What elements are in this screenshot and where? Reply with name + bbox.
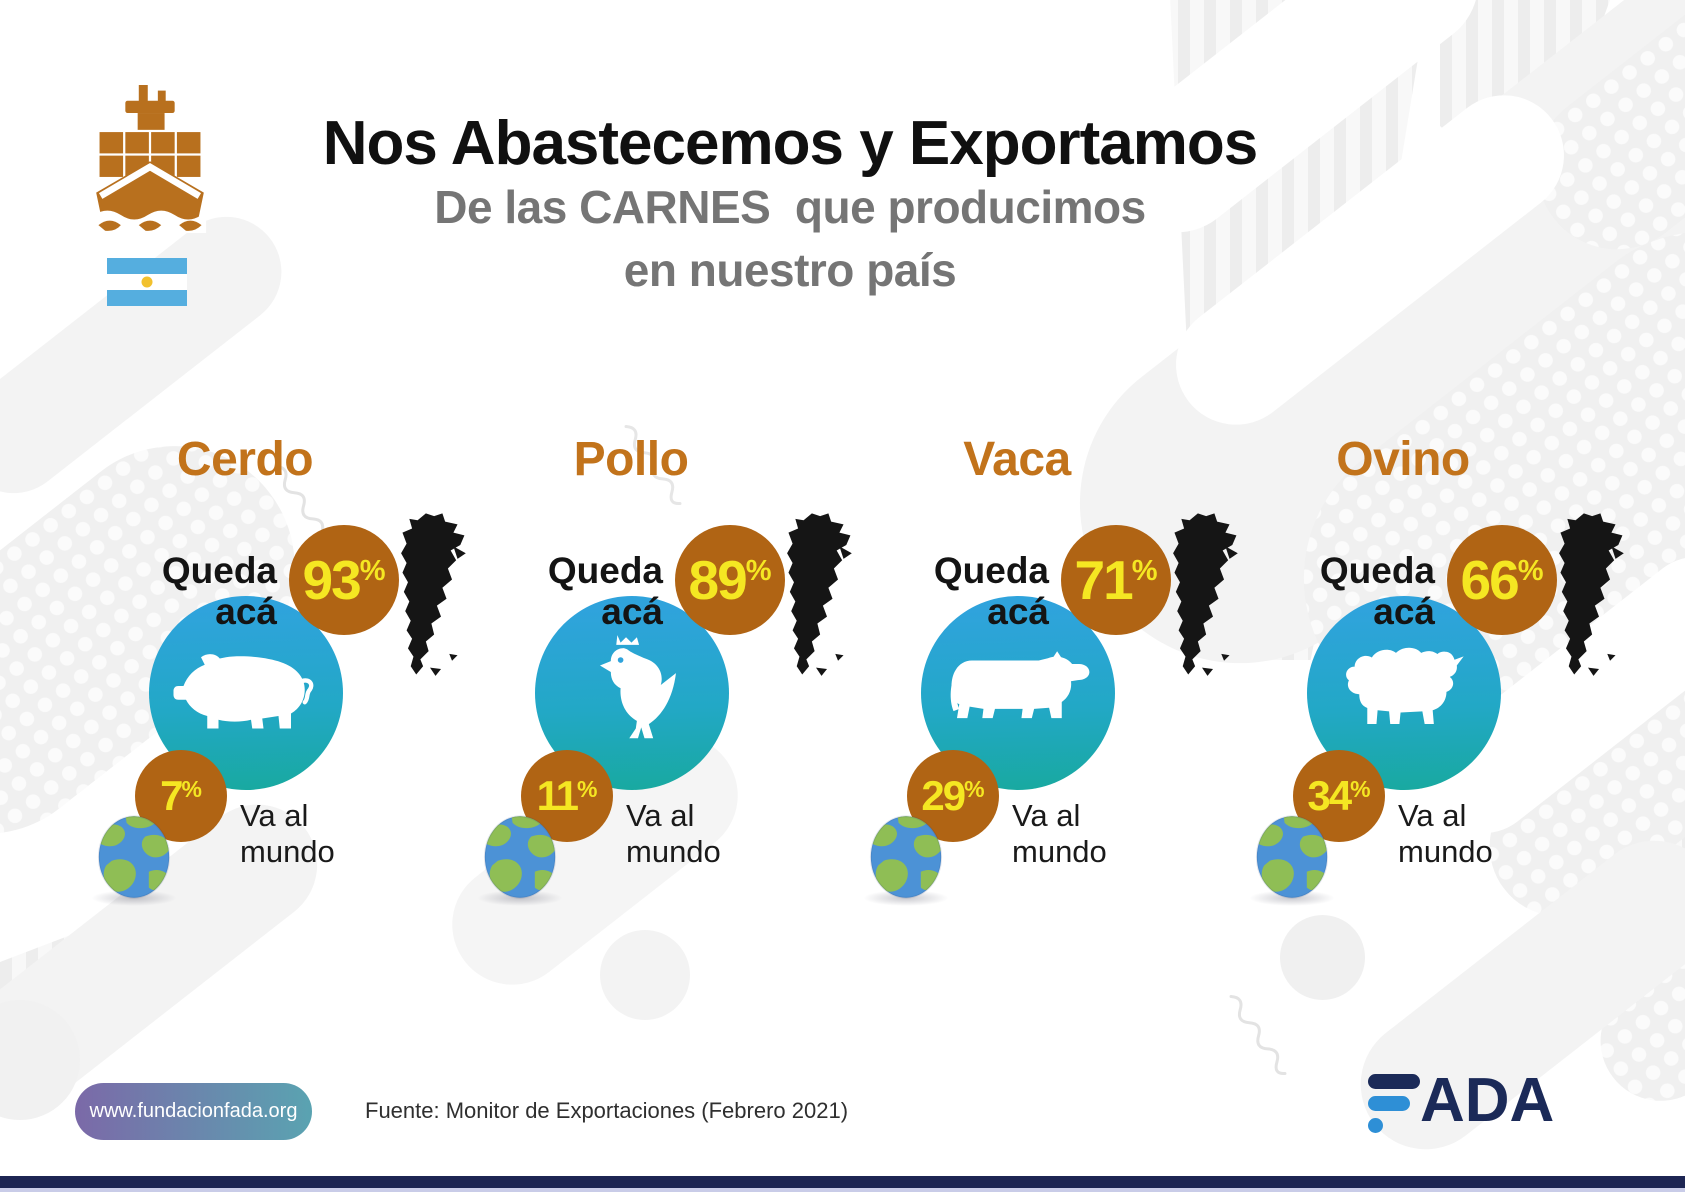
- export-value: 11: [536, 772, 579, 819]
- page-subtitle-line1: De las CARNES que producimos: [434, 181, 1146, 234]
- section-cerdo: Cerdo Queda acá 93% 7%: [55, 390, 466, 930]
- header: Nos Abastecemos y Exportamos De las CARN…: [240, 109, 1340, 301]
- stay-label: Queda acá: [547, 550, 663, 633]
- stay-percentage-badge: 66%: [1447, 525, 1557, 635]
- stay-unit: %: [359, 554, 386, 587]
- section-title: Vaca: [963, 433, 1071, 486]
- background-circle-decoration: [0, 1000, 80, 1120]
- export-label: Va al mundo: [626, 798, 721, 869]
- page-title: Nos Abastecemos y Exportamos: [322, 109, 1258, 178]
- sheep-icon: [1346, 647, 1464, 724]
- export-unit: %: [1350, 775, 1371, 802]
- globe-shadow: [863, 890, 949, 906]
- section-title: Pollo: [573, 433, 689, 486]
- stay-value: 93: [302, 549, 362, 611]
- export-label: Va al mundo: [1398, 798, 1493, 869]
- argentina-map-icon: [787, 513, 852, 676]
- globe-icon: [869, 815, 943, 899]
- background-dots-decoration: [1504, 0, 1685, 282]
- stay-unit: %: [1131, 554, 1158, 587]
- export-label: Va al mundo: [1012, 798, 1107, 869]
- globe-icon: [483, 815, 557, 899]
- background-circle-decoration: [600, 930, 690, 1020]
- globe-icon: [1255, 815, 1329, 899]
- argentina-flag-icon: [107, 258, 187, 306]
- argentina-map-icon: [1559, 513, 1624, 676]
- export-unit: %: [964, 775, 985, 802]
- background-stripes-decoration: [0, 920, 200, 1060]
- export-label: Va al mundo: [240, 798, 335, 869]
- section-title: Ovino: [1336, 433, 1470, 486]
- export-percentage-badge: 29%: [907, 750, 999, 842]
- stay-value: 66: [1460, 549, 1520, 611]
- fada-logo-text: ADA: [1420, 1066, 1555, 1135]
- section-title: Cerdo: [176, 433, 314, 486]
- flag-sun-icon: [141, 276, 153, 288]
- stay-percentage-badge: 71%: [1061, 525, 1171, 635]
- stay-percentage-badge: 89%: [675, 525, 785, 635]
- stay-label: Queda acá: [933, 550, 1049, 633]
- export-value: 29: [921, 772, 966, 819]
- bottom-navy-bar: [0, 1176, 1685, 1188]
- source-text: Fuente: Monitor de Exportaciones (Febrer…: [365, 1098, 849, 1123]
- section-ovino: Ovino Queda acá 66% 34%: [1213, 390, 1624, 930]
- bottom-light-bar: [0, 1188, 1685, 1192]
- squiggle-decoration: [1229, 994, 1287, 1076]
- stay-label: Queda acá: [1319, 550, 1435, 633]
- website-url: www.fundacionfada.org: [89, 1100, 298, 1122]
- website-pill: www.fundacionfada.org: [75, 1083, 312, 1140]
- export-value: 7: [160, 772, 183, 819]
- stay-value: 89: [688, 549, 748, 611]
- globe-shadow: [1249, 890, 1335, 906]
- fada-logo: ADA: [1368, 1062, 1554, 1140]
- cow-icon: [950, 651, 1090, 719]
- hen-icon: [599, 635, 676, 739]
- stay-label: Queda acá: [161, 550, 277, 633]
- export-unit: %: [576, 775, 598, 802]
- export-value: 34: [1307, 772, 1352, 819]
- section-pollo: Pollo Queda acá 89% 11%: [441, 390, 852, 930]
- globe-icon: [97, 815, 171, 899]
- cargo-ship-icon: [93, 85, 207, 233]
- pig-icon: [173, 653, 314, 728]
- argentina-map-icon: [401, 513, 466, 676]
- stay-value: 71: [1074, 549, 1134, 611]
- section-vaca: Vaca Queda acá 71% 29%: [827, 390, 1238, 930]
- stay-percentage-badge: 93%: [289, 525, 399, 635]
- export-unit: %: [181, 775, 202, 802]
- fada-logo-f-icon: [1368, 1062, 1420, 1133]
- stay-unit: %: [745, 554, 772, 587]
- background-stripes-decoration: [1440, 0, 1610, 210]
- stay-unit: %: [1517, 554, 1544, 587]
- page-subtitle-line2: en nuestro país: [623, 243, 957, 296]
